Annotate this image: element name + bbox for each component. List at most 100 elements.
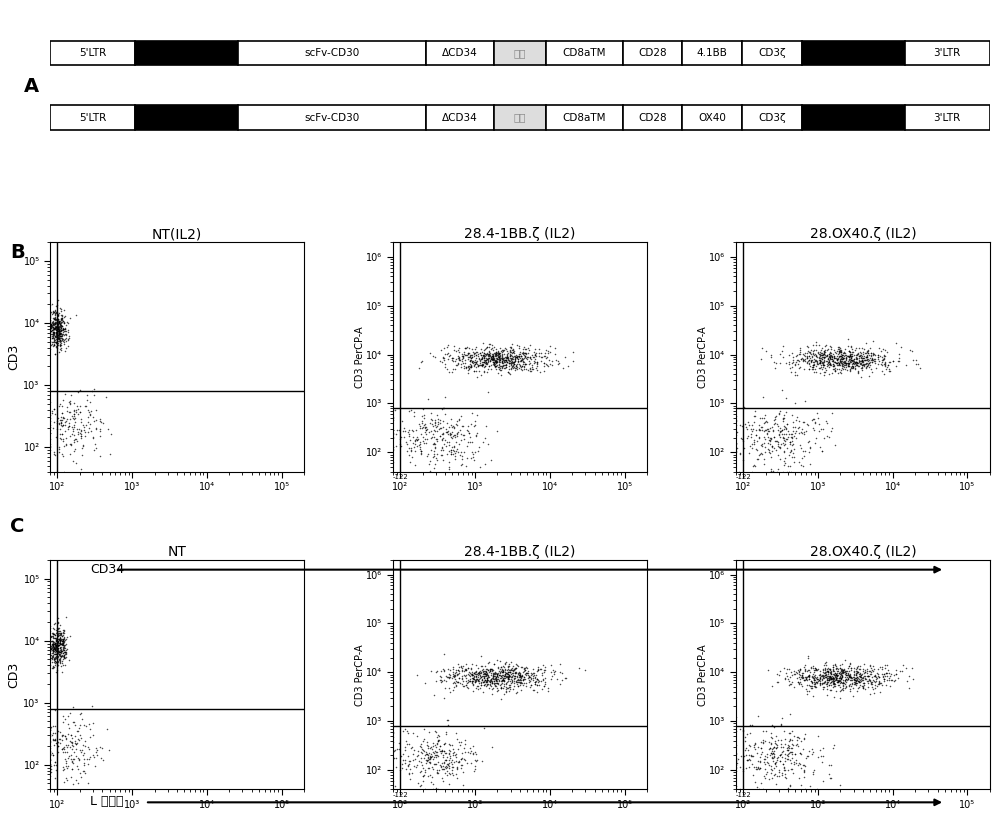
Point <box>845 360 861 373</box>
Point <box>764 771 780 784</box>
Point <box>463 348 479 361</box>
Point <box>514 676 530 690</box>
Point <box>446 671 462 684</box>
Point <box>776 434 792 447</box>
Point <box>853 670 869 683</box>
Point <box>52 645 68 658</box>
Point <box>729 441 745 455</box>
Point <box>54 644 70 657</box>
Point <box>808 662 824 676</box>
Point <box>816 431 832 445</box>
Point <box>58 342 74 355</box>
Point <box>52 633 68 647</box>
Point <box>429 408 445 421</box>
Point <box>435 420 451 434</box>
Point <box>392 432 408 445</box>
Point <box>764 718 780 731</box>
Point <box>446 421 462 435</box>
Point <box>735 435 751 448</box>
Point <box>844 350 860 363</box>
Point <box>89 744 105 757</box>
Point <box>852 349 868 362</box>
Point <box>43 318 59 332</box>
Point <box>61 406 77 419</box>
Point <box>869 666 885 680</box>
Point <box>520 664 536 677</box>
Point <box>461 674 477 687</box>
Point <box>802 679 818 692</box>
Point <box>877 356 893 369</box>
Point <box>852 676 868 689</box>
Point <box>50 332 66 345</box>
Point <box>453 434 469 447</box>
Point <box>855 671 871 685</box>
Point <box>446 440 462 454</box>
Point <box>54 308 70 322</box>
Point <box>766 430 782 444</box>
Point <box>815 669 831 682</box>
Point <box>479 356 495 370</box>
Point <box>529 686 545 699</box>
Point <box>419 738 435 751</box>
Point <box>54 447 70 460</box>
Point <box>859 351 875 364</box>
Point <box>425 745 441 759</box>
Point <box>407 752 423 765</box>
Point <box>853 355 869 368</box>
Point <box>42 313 58 327</box>
Point <box>860 354 876 367</box>
Point <box>50 327 66 340</box>
Point <box>479 674 495 687</box>
Point <box>403 403 419 416</box>
Point <box>458 349 474 362</box>
Point <box>492 671 508 684</box>
Point <box>467 745 483 759</box>
Point <box>472 359 488 372</box>
Point <box>826 352 842 365</box>
Point <box>49 325 65 338</box>
Point <box>843 664 859 677</box>
Point <box>747 460 763 473</box>
Point <box>454 758 470 771</box>
Point <box>846 348 862 361</box>
Point <box>849 358 865 371</box>
Point <box>479 347 495 360</box>
Point <box>429 737 445 750</box>
Point <box>60 332 76 345</box>
Point <box>450 742 466 755</box>
Point <box>45 648 61 661</box>
Point <box>737 735 753 748</box>
Point <box>410 432 426 445</box>
Point <box>745 460 761 473</box>
Point <box>449 668 465 681</box>
Point <box>515 345 531 358</box>
Point <box>48 323 64 337</box>
Point <box>424 749 440 762</box>
Point <box>517 346 533 359</box>
Point <box>772 430 788 444</box>
Point <box>513 670 529 683</box>
Point <box>839 665 855 678</box>
Point <box>821 670 837 683</box>
Point <box>814 670 830 683</box>
Point <box>775 413 791 426</box>
Point <box>854 668 870 681</box>
Point <box>838 358 854 371</box>
Point <box>848 673 864 686</box>
Point <box>787 747 803 760</box>
Point <box>439 758 455 771</box>
Point <box>45 335 61 348</box>
Point <box>842 656 858 670</box>
Point <box>812 356 828 370</box>
Point <box>830 341 846 354</box>
FancyBboxPatch shape <box>50 106 135 130</box>
Point <box>478 679 494 692</box>
Point <box>436 665 452 678</box>
Point <box>493 681 509 694</box>
Point <box>74 448 90 461</box>
Point <box>832 354 848 367</box>
Point <box>421 746 437 760</box>
Point <box>513 673 529 686</box>
Point <box>881 671 897 685</box>
Point <box>843 352 859 365</box>
